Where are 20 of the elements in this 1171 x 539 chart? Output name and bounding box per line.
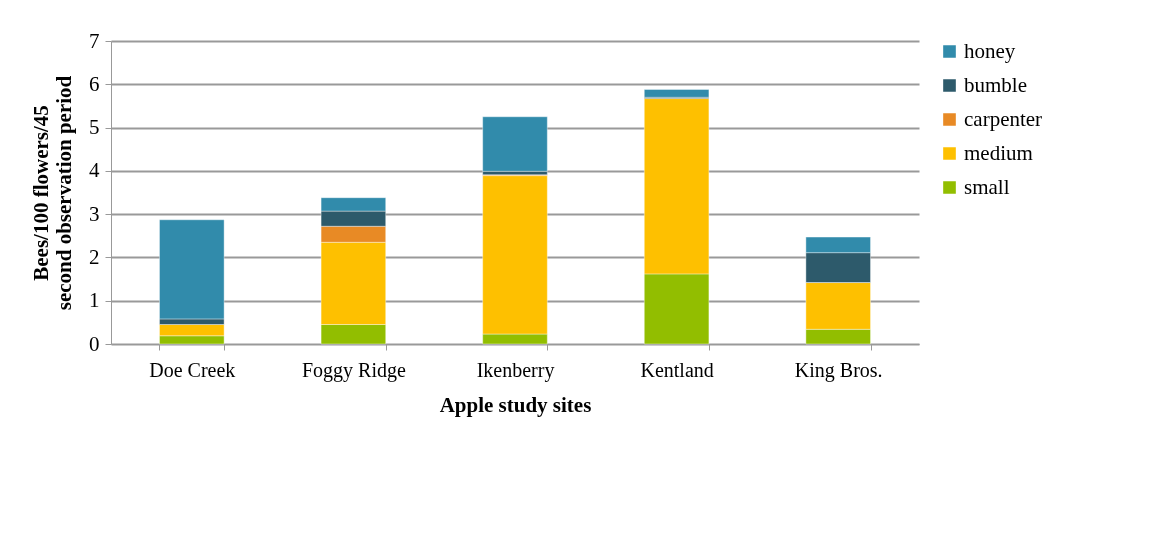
x-tick-label: Foggy Ridge xyxy=(301,358,406,382)
y-tick-label: 7 xyxy=(89,28,100,53)
y-tick-label: 4 xyxy=(89,158,100,183)
x-tick-label: Ikenberry xyxy=(476,358,555,382)
y-tick-label: 5 xyxy=(89,115,100,140)
x-tick-label: King Bros. xyxy=(794,358,883,382)
y-tick-label: 6 xyxy=(89,71,100,96)
legend-label: honey xyxy=(964,38,1016,63)
legend-label: bumble xyxy=(964,72,1027,97)
y-axis-title: Bees/100 flowers/45 second observation period xyxy=(29,75,76,311)
x-tick-label: Doe Creek xyxy=(149,358,236,381)
legend-label: small xyxy=(964,174,1010,199)
x-axis-title: Apple study sites xyxy=(439,392,592,417)
y-tick-label: 3 xyxy=(89,201,100,226)
y-tick-label: 0 xyxy=(89,331,100,356)
y-tick-label: 1 xyxy=(89,288,100,313)
legend-label: carpenter xyxy=(964,106,1043,131)
x-tick-label: Kentland xyxy=(640,358,714,381)
legend-label: medium xyxy=(964,140,1033,165)
y-tick-label: 2 xyxy=(89,244,100,269)
